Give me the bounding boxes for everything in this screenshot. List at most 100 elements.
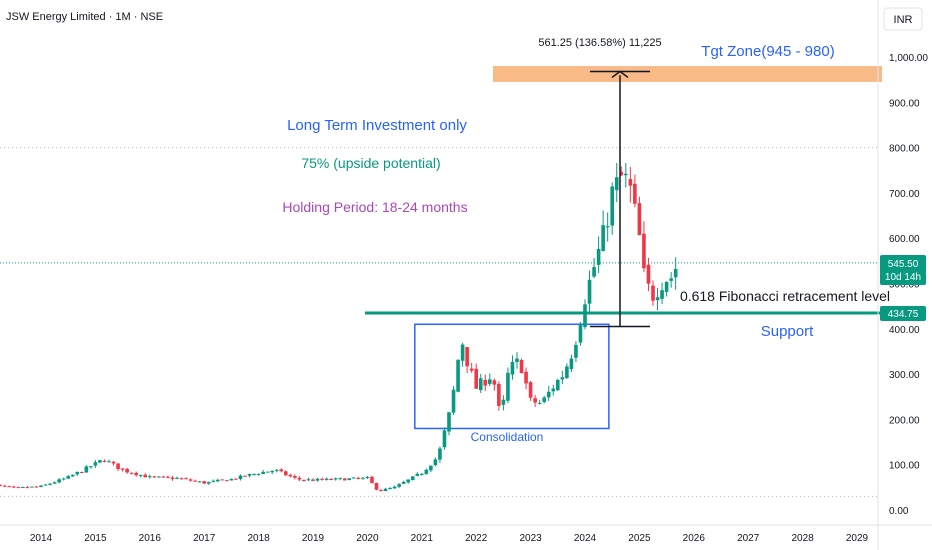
candle-body — [506, 373, 510, 401]
candle-body — [674, 269, 678, 277]
candle-body — [347, 478, 351, 480]
candle-body — [166, 477, 170, 478]
candle-body — [153, 476, 157, 477]
x-tick-label: 2019 — [302, 533, 325, 544]
candle-body — [420, 474, 424, 475]
candle-body — [561, 377, 565, 379]
long-term-label: Long Term Investment only — [287, 117, 467, 134]
candle-body — [207, 482, 211, 484]
candle-body — [665, 282, 669, 292]
candle-body — [379, 490, 383, 491]
candle-body — [62, 479, 66, 480]
target-zone-label: Tgt Zone(945 - 980) — [701, 43, 834, 60]
candle-body — [615, 177, 619, 190]
candle-body — [26, 487, 30, 488]
candle-body — [198, 481, 202, 482]
candle-body — [320, 479, 324, 480]
candle-body — [193, 481, 197, 482]
candle-body — [565, 366, 569, 378]
candle-body — [638, 203, 642, 235]
candle-body — [94, 462, 98, 465]
candle-body — [438, 449, 442, 460]
candle-body — [483, 380, 487, 386]
candle-body — [533, 398, 537, 402]
candle-body — [57, 479, 61, 482]
candle-body — [298, 478, 302, 480]
candle-body — [357, 478, 361, 479]
candle-body — [384, 489, 388, 491]
y-tick-label: 1,000.00 — [889, 53, 928, 64]
candle-body — [470, 368, 474, 370]
candle-body — [143, 475, 147, 478]
candle-body — [189, 479, 193, 480]
y-tick-label: 600.00 — [889, 234, 920, 245]
candle-body — [71, 475, 75, 476]
x-tick-label: 2024 — [574, 533, 597, 544]
x-tick-label: 2022 — [465, 533, 488, 544]
candle-body — [366, 477, 370, 478]
x-tick-label: 2026 — [683, 533, 706, 544]
y-tick-label: 100.00 — [889, 461, 920, 472]
y-tick-label: 400.00 — [889, 325, 920, 336]
candle-body — [542, 398, 546, 402]
candle-body — [134, 473, 138, 475]
candle-body — [293, 476, 297, 478]
candle-body — [243, 476, 247, 477]
candle-body — [429, 466, 433, 471]
candle-body — [157, 477, 161, 478]
candle-body — [175, 478, 179, 479]
currency-label: INR — [894, 14, 913, 26]
candle-body — [633, 184, 637, 204]
candle-body — [0, 485, 2, 486]
candle-body — [261, 472, 265, 474]
candle-body — [307, 479, 311, 480]
candle-body — [511, 362, 515, 375]
x-tick-label: 2016 — [139, 533, 162, 544]
candle-body — [116, 463, 120, 469]
candle-body — [211, 481, 215, 482]
candle-body — [184, 478, 188, 479]
candle-body — [234, 479, 238, 480]
candle-body — [39, 486, 43, 487]
x-tick-label: 2018 — [247, 533, 270, 544]
candle-body — [556, 380, 560, 390]
candle-body — [597, 249, 601, 265]
candle-body — [216, 480, 220, 481]
candle-body — [656, 297, 660, 300]
candle-body — [311, 480, 315, 481]
x-tick-label: 2017 — [193, 533, 216, 544]
candle-body — [411, 476, 415, 480]
y-tick-label: 700.00 — [889, 189, 920, 200]
support-price-label: 434.75 — [888, 309, 919, 320]
candle-body — [44, 485, 48, 486]
candle-body — [230, 479, 234, 481]
candle-body — [121, 468, 125, 469]
candle-body — [12, 486, 16, 487]
candle-body — [474, 369, 478, 389]
candle-body — [456, 360, 460, 392]
candle-body — [524, 372, 528, 384]
upside-label: 75% (upside potential) — [301, 155, 440, 171]
candle-body — [588, 280, 592, 304]
candle-body — [592, 267, 596, 277]
candle-body — [375, 483, 379, 490]
candle-body — [497, 384, 501, 406]
candle-body — [3, 486, 7, 487]
candle-body — [397, 484, 401, 487]
countdown-label: 10d 14h — [885, 272, 921, 283]
candle-body — [647, 265, 651, 284]
x-tick-label: 2027 — [737, 533, 760, 544]
candle-body — [402, 482, 406, 484]
candle-body — [343, 479, 347, 481]
candle-body — [112, 462, 116, 464]
candle-body — [103, 461, 107, 462]
candle-body — [162, 477, 166, 478]
candle-body — [7, 486, 11, 487]
x-tick-label: 2015 — [84, 533, 107, 544]
candle-body — [329, 479, 333, 480]
candle-body — [98, 460, 102, 462]
candle-body — [171, 478, 175, 479]
candle-body — [606, 226, 610, 227]
candle-body — [352, 477, 356, 478]
